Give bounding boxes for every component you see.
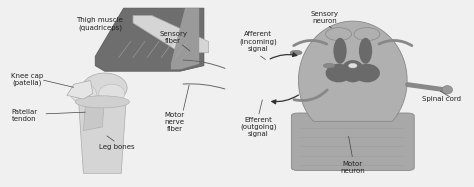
- Text: Patellar
tendon: Patellar tendon: [11, 109, 37, 122]
- Ellipse shape: [323, 63, 335, 68]
- Text: Afferent
(incoming)
signal: Afferent (incoming) signal: [239, 31, 277, 52]
- Polygon shape: [79, 103, 126, 173]
- Ellipse shape: [326, 28, 352, 41]
- Ellipse shape: [99, 84, 125, 103]
- Text: Knee cap
(patella): Knee cap (patella): [11, 73, 43, 86]
- Ellipse shape: [290, 50, 302, 55]
- Text: Motor
nerve
fiber: Motor nerve fiber: [164, 112, 185, 132]
- Polygon shape: [67, 81, 93, 99]
- Ellipse shape: [82, 73, 127, 103]
- Text: Sensory
neuron: Sensory neuron: [310, 11, 338, 24]
- Ellipse shape: [326, 64, 352, 82]
- Polygon shape: [133, 16, 209, 53]
- Polygon shape: [171, 8, 199, 69]
- Ellipse shape: [354, 64, 380, 82]
- Ellipse shape: [442, 86, 453, 94]
- Polygon shape: [299, 21, 407, 121]
- Ellipse shape: [75, 96, 129, 108]
- Text: Efferent
(outgoing)
signal: Efferent (outgoing) signal: [240, 117, 276, 137]
- Ellipse shape: [348, 63, 357, 68]
- Ellipse shape: [354, 28, 380, 41]
- FancyBboxPatch shape: [292, 113, 414, 171]
- Text: Thigh muscle
(quadriceps): Thigh muscle (quadriceps): [76, 17, 123, 31]
- Ellipse shape: [333, 38, 346, 64]
- Ellipse shape: [341, 60, 365, 82]
- Text: Motor
neuron: Motor neuron: [340, 161, 365, 174]
- Ellipse shape: [71, 84, 96, 103]
- Ellipse shape: [359, 38, 372, 64]
- Text: Sensory
fiber: Sensory fiber: [159, 31, 187, 44]
- Text: Leg bones: Leg bones: [99, 144, 134, 150]
- Polygon shape: [83, 97, 105, 131]
- Text: Spinal cord: Spinal cord: [422, 96, 462, 102]
- Polygon shape: [95, 8, 204, 71]
